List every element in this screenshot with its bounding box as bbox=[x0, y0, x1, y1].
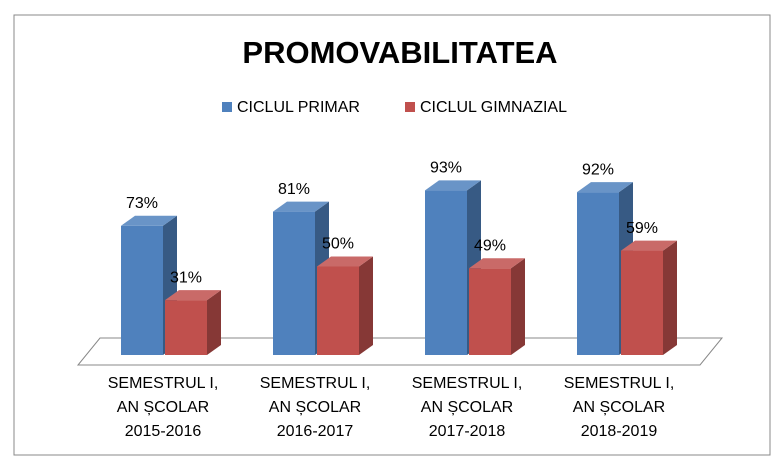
bar-top bbox=[469, 258, 525, 269]
bar bbox=[621, 250, 663, 355]
bar bbox=[469, 268, 511, 355]
floor bbox=[76, 337, 724, 366]
bar bbox=[273, 211, 315, 355]
value-label: 49% bbox=[474, 237, 506, 254]
bar-side bbox=[359, 256, 373, 355]
bar-side bbox=[663, 240, 677, 355]
legend-label: CICLUL PRIMAR bbox=[237, 99, 360, 116]
chart-title: PROMOVABILITATEA bbox=[242, 35, 557, 70]
legend-swatch bbox=[222, 102, 232, 112]
bar-top bbox=[621, 240, 677, 251]
bar-top bbox=[317, 256, 373, 267]
bar-top bbox=[273, 201, 329, 212]
bar bbox=[121, 225, 163, 355]
bar bbox=[165, 300, 207, 355]
legend-swatch bbox=[405, 102, 415, 112]
bar bbox=[577, 192, 619, 355]
bar-top bbox=[165, 290, 221, 301]
bar-top bbox=[577, 182, 633, 193]
value-label: 73% bbox=[126, 195, 158, 212]
legend-label: CICLUL GIMNAZIAL bbox=[420, 99, 567, 116]
bar-top bbox=[425, 180, 481, 191]
value-label: 92% bbox=[582, 161, 614, 178]
bar-top bbox=[121, 215, 177, 226]
value-label: 93% bbox=[430, 160, 462, 177]
bar-side bbox=[511, 258, 525, 355]
value-label: 50% bbox=[322, 236, 354, 253]
bar-side bbox=[207, 290, 221, 355]
value-label: 31% bbox=[170, 269, 202, 286]
x-tick-label: SEMESTRUL I, AN ȘCOLAR 2017-2018 bbox=[411, 375, 523, 440]
bar bbox=[425, 190, 467, 355]
x-tick-label: SEMESTRUL I, AN ȘCOLAR 2016-2017 bbox=[259, 375, 371, 440]
x-tick-label: SEMESTRUL I, AN ȘCOLAR 2015-2016 bbox=[107, 375, 219, 440]
bar bbox=[317, 266, 359, 355]
x-tick-label: SEMESTRUL I, AN ȘCOLAR 2018-2019 bbox=[563, 375, 675, 440]
value-label: 81% bbox=[278, 181, 310, 198]
value-label: 59% bbox=[626, 220, 658, 237]
